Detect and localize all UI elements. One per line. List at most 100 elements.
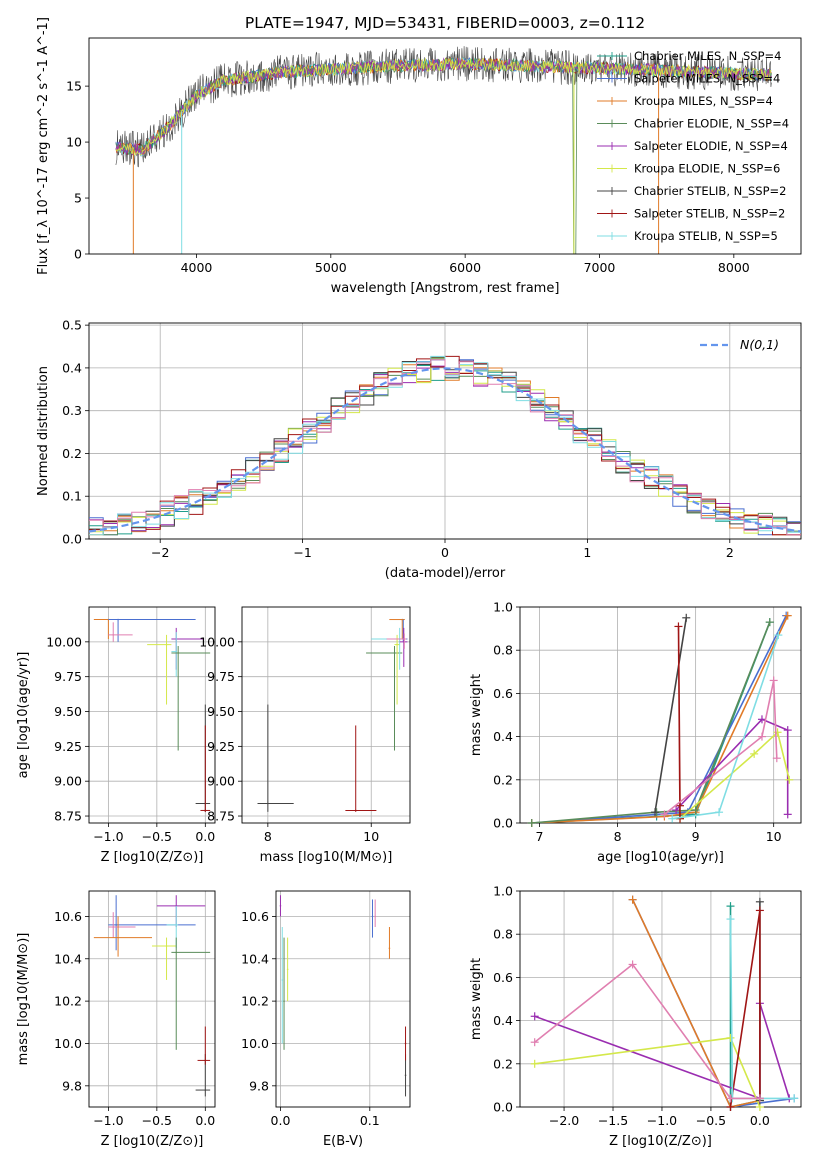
x-tick-label: −1.0 [93, 1113, 123, 1128]
data-point [388, 947, 391, 949]
y-axis-label: age [log10(age/yr)] [16, 652, 31, 779]
y-tick-label: 9.25 [54, 739, 82, 754]
legend-label-kroupa_miles: Kroupa MILES, N_SSP=4 [634, 94, 773, 108]
weight-line-chabrier_elodie [531, 621, 771, 823]
data-point [279, 905, 282, 907]
x-tick-label: 0.0 [195, 829, 215, 844]
legend-label-salpeter_miles: Salpeter MILES, N_SSP=4 [634, 72, 780, 86]
y-tick-label: 0.8 [493, 927, 513, 942]
data-point [117, 618, 119, 621]
axes-frame [275, 890, 411, 1108]
x-axis-label: Z [log10(Z/Z⊙)] [101, 1134, 204, 1149]
weight-line-chabrier_stelib [654, 617, 688, 813]
y-tick-label: 0.4 [62, 360, 82, 375]
data-point [115, 924, 117, 926]
y-tick-label: 5 [74, 191, 82, 206]
y-tick-label: 0.3 [62, 403, 82, 418]
y-tick-label: 1.0 [493, 600, 513, 615]
data-point [112, 926, 115, 928]
axes-frame [88, 322, 802, 540]
y-tick-label: 0.2 [493, 772, 513, 787]
data-point [165, 643, 168, 646]
weight-line-salpeter_miles [531, 615, 787, 823]
data-point [175, 951, 178, 954]
y-tick-label: 10.4 [241, 951, 269, 966]
data-point [403, 638, 406, 640]
x-axis-label: Z [log10(Z/Z⊙)] [609, 1134, 712, 1149]
y-tick-label: 0.6 [493, 970, 513, 985]
data-point [393, 652, 396, 654]
residuals-panel: −2 −1 0 1 2 0.0 0.1 0.2 0.3 0.4 0.5 (data-model)/er… [36, 318, 802, 581]
y-tick-label: 10.00 [199, 634, 235, 649]
axes-frame [88, 37, 802, 255]
axes-frame [241, 606, 411, 824]
y-axis-label: mass weight [469, 958, 484, 1040]
y-tick-label: 10.00 [46, 634, 82, 649]
x-tick-label: −0.5 [696, 1113, 726, 1128]
x-tick-label: 5000 [315, 260, 347, 275]
data-point [404, 1042, 407, 1045]
data-point [404, 1074, 407, 1077]
x-tick-label: −1.0 [93, 829, 123, 844]
y-tick-label: 8.75 [54, 809, 82, 824]
legend-label-kroupa_elodie: Kroupa ELODIE, N_SSP=6 [634, 162, 780, 176]
axes-frame [88, 606, 216, 824]
x-tick-label: 9 [692, 829, 700, 844]
legend-label-normal: N(0,1) [740, 337, 779, 352]
x-axis-label: E(B-V) [323, 1134, 363, 1149]
y-tick-label: 10.4 [54, 951, 82, 966]
x-tick-label: 0 [441, 545, 449, 560]
data-point [281, 979, 284, 981]
data-point [204, 1059, 207, 1062]
data-point [283, 1000, 285, 1002]
mass-vs-z-panel: −1.0 −0.5 0.0 9.8 10.0 10.2 10.4 10.6 Z [log10(Z… [16, 890, 216, 1149]
x-tick-label: 0.0 [750, 1113, 770, 1128]
x-tick-label: 7000 [584, 260, 616, 275]
x-axis-label: (data-model)/error [385, 566, 506, 581]
y-tick-label: 9.50 [54, 704, 82, 719]
x-tick-label: −2 [151, 545, 169, 560]
data-point [204, 809, 207, 812]
y-tick-label: 0 [74, 247, 82, 262]
weight-line-salpeter_stelib [729, 910, 761, 1107]
y-axis-label: Normed distribution [36, 366, 51, 496]
y-axis-label: Flux [f_λ 10^-17 erg cm^-2 s^-1 A^-1] [36, 17, 51, 275]
weight-line-kroupa_miles [531, 615, 789, 823]
data-point [354, 809, 357, 812]
y-tick-label: 0.0 [62, 532, 82, 547]
legend-label-chabrier_stelib: Chabrier STELIB, N_SSP=2 [634, 184, 786, 198]
weight-line-pink [663, 680, 778, 816]
axes-frame [519, 890, 802, 1108]
x-tick-label: −2.0 [549, 1113, 579, 1128]
spectrum-line-kroupa_elodie [115, 57, 772, 156]
y-tick-label: 0.1 [62, 489, 82, 504]
y-tick-label: 10.6 [241, 909, 269, 924]
y-tick-label: 0.2 [493, 1056, 513, 1071]
figure-title: PLATE=1947, MJD=53431, FIBERID=0003, z=0… [245, 14, 645, 32]
data-point [371, 915, 374, 918]
data-point [177, 652, 179, 654]
y-tick-label: 9.00 [207, 774, 235, 789]
x-tick-label: 0.0 [195, 1113, 215, 1128]
y-axis-label: mass [log10(M/M⊙)] [16, 933, 31, 1066]
x-tick-label: 2 [726, 545, 734, 560]
spectrum-panel: 4000 5000 6000 7000 8000 0 5 10 15 wavelength [An… [36, 17, 802, 296]
age-vs-mass-panel: 8 10 8.75 9.00 9.25 9.50 9.75 10.00 mass [log10(… [199, 606, 411, 865]
y-axis-label: mass weight [469, 674, 484, 756]
y-tick-label: 10.2 [54, 994, 82, 1009]
legend-label-salpeter_elodie: Salpeter ELODIE, N_SSP=4 [634, 139, 788, 153]
x-tick-label: −1.5 [598, 1113, 628, 1128]
weight-line-kroupa_miles [631, 899, 761, 1107]
x-axis-label: Z [log10(Z/Z⊙)] [101, 850, 204, 865]
data-point [204, 1089, 207, 1091]
data-point [396, 643, 398, 646]
x-tick-label: 10 [363, 829, 379, 844]
y-tick-label: 1.0 [493, 884, 513, 899]
legend-label-chabrier_miles: Chabrier MILES, N_SSP=4 [634, 49, 781, 63]
legend-label-chabrier_elodie: Chabrier ELODIE, N_SSP=4 [634, 117, 789, 131]
y-tick-label: 10.6 [54, 909, 82, 924]
y-tick-label: 9.50 [207, 704, 235, 719]
y-tick-label: 10.2 [241, 994, 269, 1009]
y-tick-label: 0.0 [493, 816, 513, 831]
